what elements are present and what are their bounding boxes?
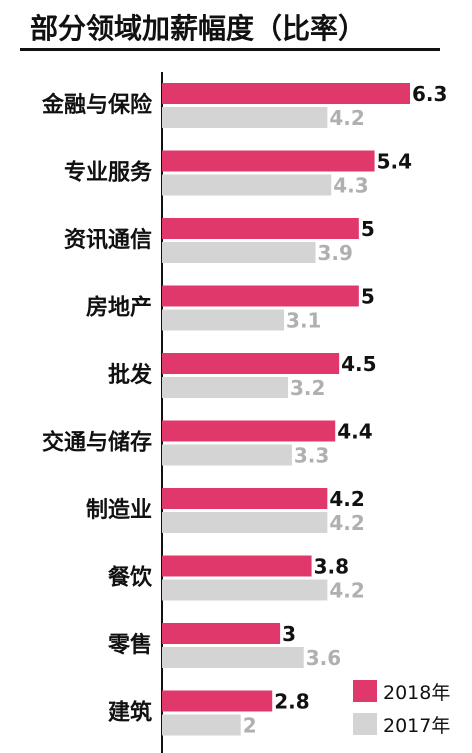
value-label-2017: 3.1 (286, 309, 321, 333)
legend-label-2017: 2017年 (383, 715, 450, 737)
legend-swatch-2018 (353, 680, 377, 702)
bar-2018 (162, 690, 273, 712)
value-label-2017: 4.3 (333, 174, 368, 198)
value-label-2018: 3.8 (314, 555, 349, 579)
value-label-2017: 4.2 (329, 579, 364, 603)
legend-label-2018: 2018年 (383, 682, 450, 704)
value-label-2017: 3.6 (306, 646, 341, 670)
bar-2017 (162, 377, 288, 398)
value-label-2017: 4.2 (329, 511, 364, 535)
bar-2017 (162, 579, 328, 601)
bar-2017 (162, 242, 316, 263)
value-label-2018: 5.4 (377, 150, 412, 174)
category-label: 制造业 (86, 498, 152, 523)
bar-2017 (162, 444, 292, 466)
legend: 2018年 2017年 (353, 680, 450, 737)
value-label-2018: 4.2 (329, 487, 364, 511)
chart-title: 部分领域加薪幅度（比率） (30, 12, 366, 45)
value-label-2017: 2 (243, 714, 257, 738)
value-label-2017: 4.2 (329, 106, 364, 130)
value-label-2018: 6.3 (412, 82, 447, 106)
legend-swatch-2017 (353, 713, 377, 735)
bar-2018 (162, 488, 328, 509)
value-label-2018: 4.4 (337, 420, 372, 444)
category-label: 资讯通信 (64, 227, 152, 253)
bar-2018 (162, 83, 410, 104)
bar-2018 (162, 353, 340, 374)
bar-2018 (162, 285, 359, 307)
bar-2018 (162, 218, 359, 239)
bar-2017 (162, 512, 328, 533)
category-label: 金融与保险 (41, 92, 153, 118)
bar-2017 (162, 174, 332, 196)
title-underline (20, 48, 440, 51)
value-label-2018: 4.5 (341, 352, 376, 376)
category-label: 专业服务 (64, 160, 153, 186)
category-label: 零售 (107, 632, 152, 658)
bar-2018 (162, 420, 336, 442)
value-label-2018: 2.8 (274, 690, 309, 714)
bar-2018 (162, 623, 281, 644)
value-label-2018: 5 (361, 217, 375, 241)
category-label: 批发 (108, 362, 153, 388)
chart-title-group: 部分领域加薪幅度（比率） (20, 12, 440, 51)
bar-2017 (162, 309, 285, 331)
category-label: 房地产 (86, 295, 152, 321)
value-label-2017: 3.2 (290, 376, 325, 400)
bars-group: 6.34.25.44.353.953.14.53.24.43.34.24.23.… (162, 82, 447, 738)
bar-2017 (162, 714, 241, 736)
value-label-2018: 5 (361, 285, 375, 309)
category-label: 建筑 (108, 700, 152, 726)
value-label-2017: 3.9 (318, 241, 353, 265)
category-label: 餐饮 (108, 566, 153, 591)
bar-2018 (162, 150, 375, 172)
value-label-2017: 3.3 (294, 444, 329, 468)
bar-2017 (162, 647, 304, 668)
bar-2018 (162, 555, 312, 577)
value-label-2018: 3 (282, 622, 296, 646)
category-label: 交通与储存 (42, 430, 152, 456)
bar-2017 (162, 107, 328, 128)
